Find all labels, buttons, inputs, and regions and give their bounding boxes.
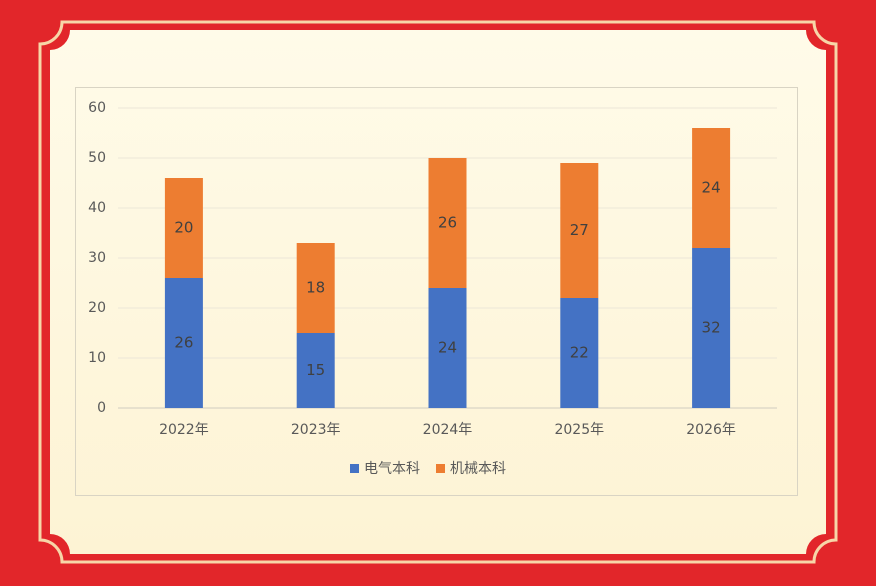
data-label: 20 bbox=[174, 219, 193, 237]
data-label: 15 bbox=[306, 361, 325, 379]
legend-label: 电气本科 bbox=[364, 461, 420, 477]
frame-outline bbox=[38, 20, 838, 564]
legend-label: 机械本科 bbox=[450, 461, 506, 477]
data-label: 18 bbox=[306, 279, 325, 297]
legend-swatch bbox=[436, 464, 445, 473]
bar-segment bbox=[296, 243, 335, 333]
y-tick-label: 60 bbox=[88, 100, 106, 116]
data-label: 27 bbox=[570, 221, 589, 239]
bar-segment bbox=[428, 158, 467, 288]
data-label: 32 bbox=[702, 319, 721, 337]
bar-segment bbox=[164, 178, 203, 278]
data-label: 26 bbox=[438, 214, 457, 232]
bar-segment bbox=[692, 248, 731, 408]
x-tick-label: 2023年 bbox=[291, 422, 341, 438]
x-tick-label: 2025年 bbox=[554, 422, 604, 438]
y-tick-label: 30 bbox=[88, 250, 106, 266]
x-tick-label: 2024年 bbox=[423, 422, 473, 438]
bar-segment bbox=[560, 298, 599, 408]
y-tick-label: 50 bbox=[88, 150, 106, 166]
y-tick-label: 10 bbox=[88, 350, 106, 366]
data-label: 24 bbox=[438, 339, 457, 357]
x-tick-label: 2026年 bbox=[686, 422, 736, 438]
data-label: 22 bbox=[570, 344, 589, 362]
data-label: 24 bbox=[702, 179, 721, 197]
x-tick-label: 2022年 bbox=[159, 422, 209, 438]
bar-segment bbox=[296, 333, 335, 408]
y-tick-label: 0 bbox=[97, 400, 106, 416]
y-tick-label: 40 bbox=[88, 200, 106, 216]
bar-segment bbox=[560, 163, 599, 298]
bar-segment bbox=[164, 278, 203, 408]
legend-swatch bbox=[350, 464, 359, 473]
data-label: 26 bbox=[174, 334, 193, 352]
bar-segment bbox=[692, 128, 731, 248]
y-tick-label: 20 bbox=[88, 300, 106, 316]
chart-border bbox=[75, 87, 798, 496]
bar-segment bbox=[428, 288, 467, 408]
